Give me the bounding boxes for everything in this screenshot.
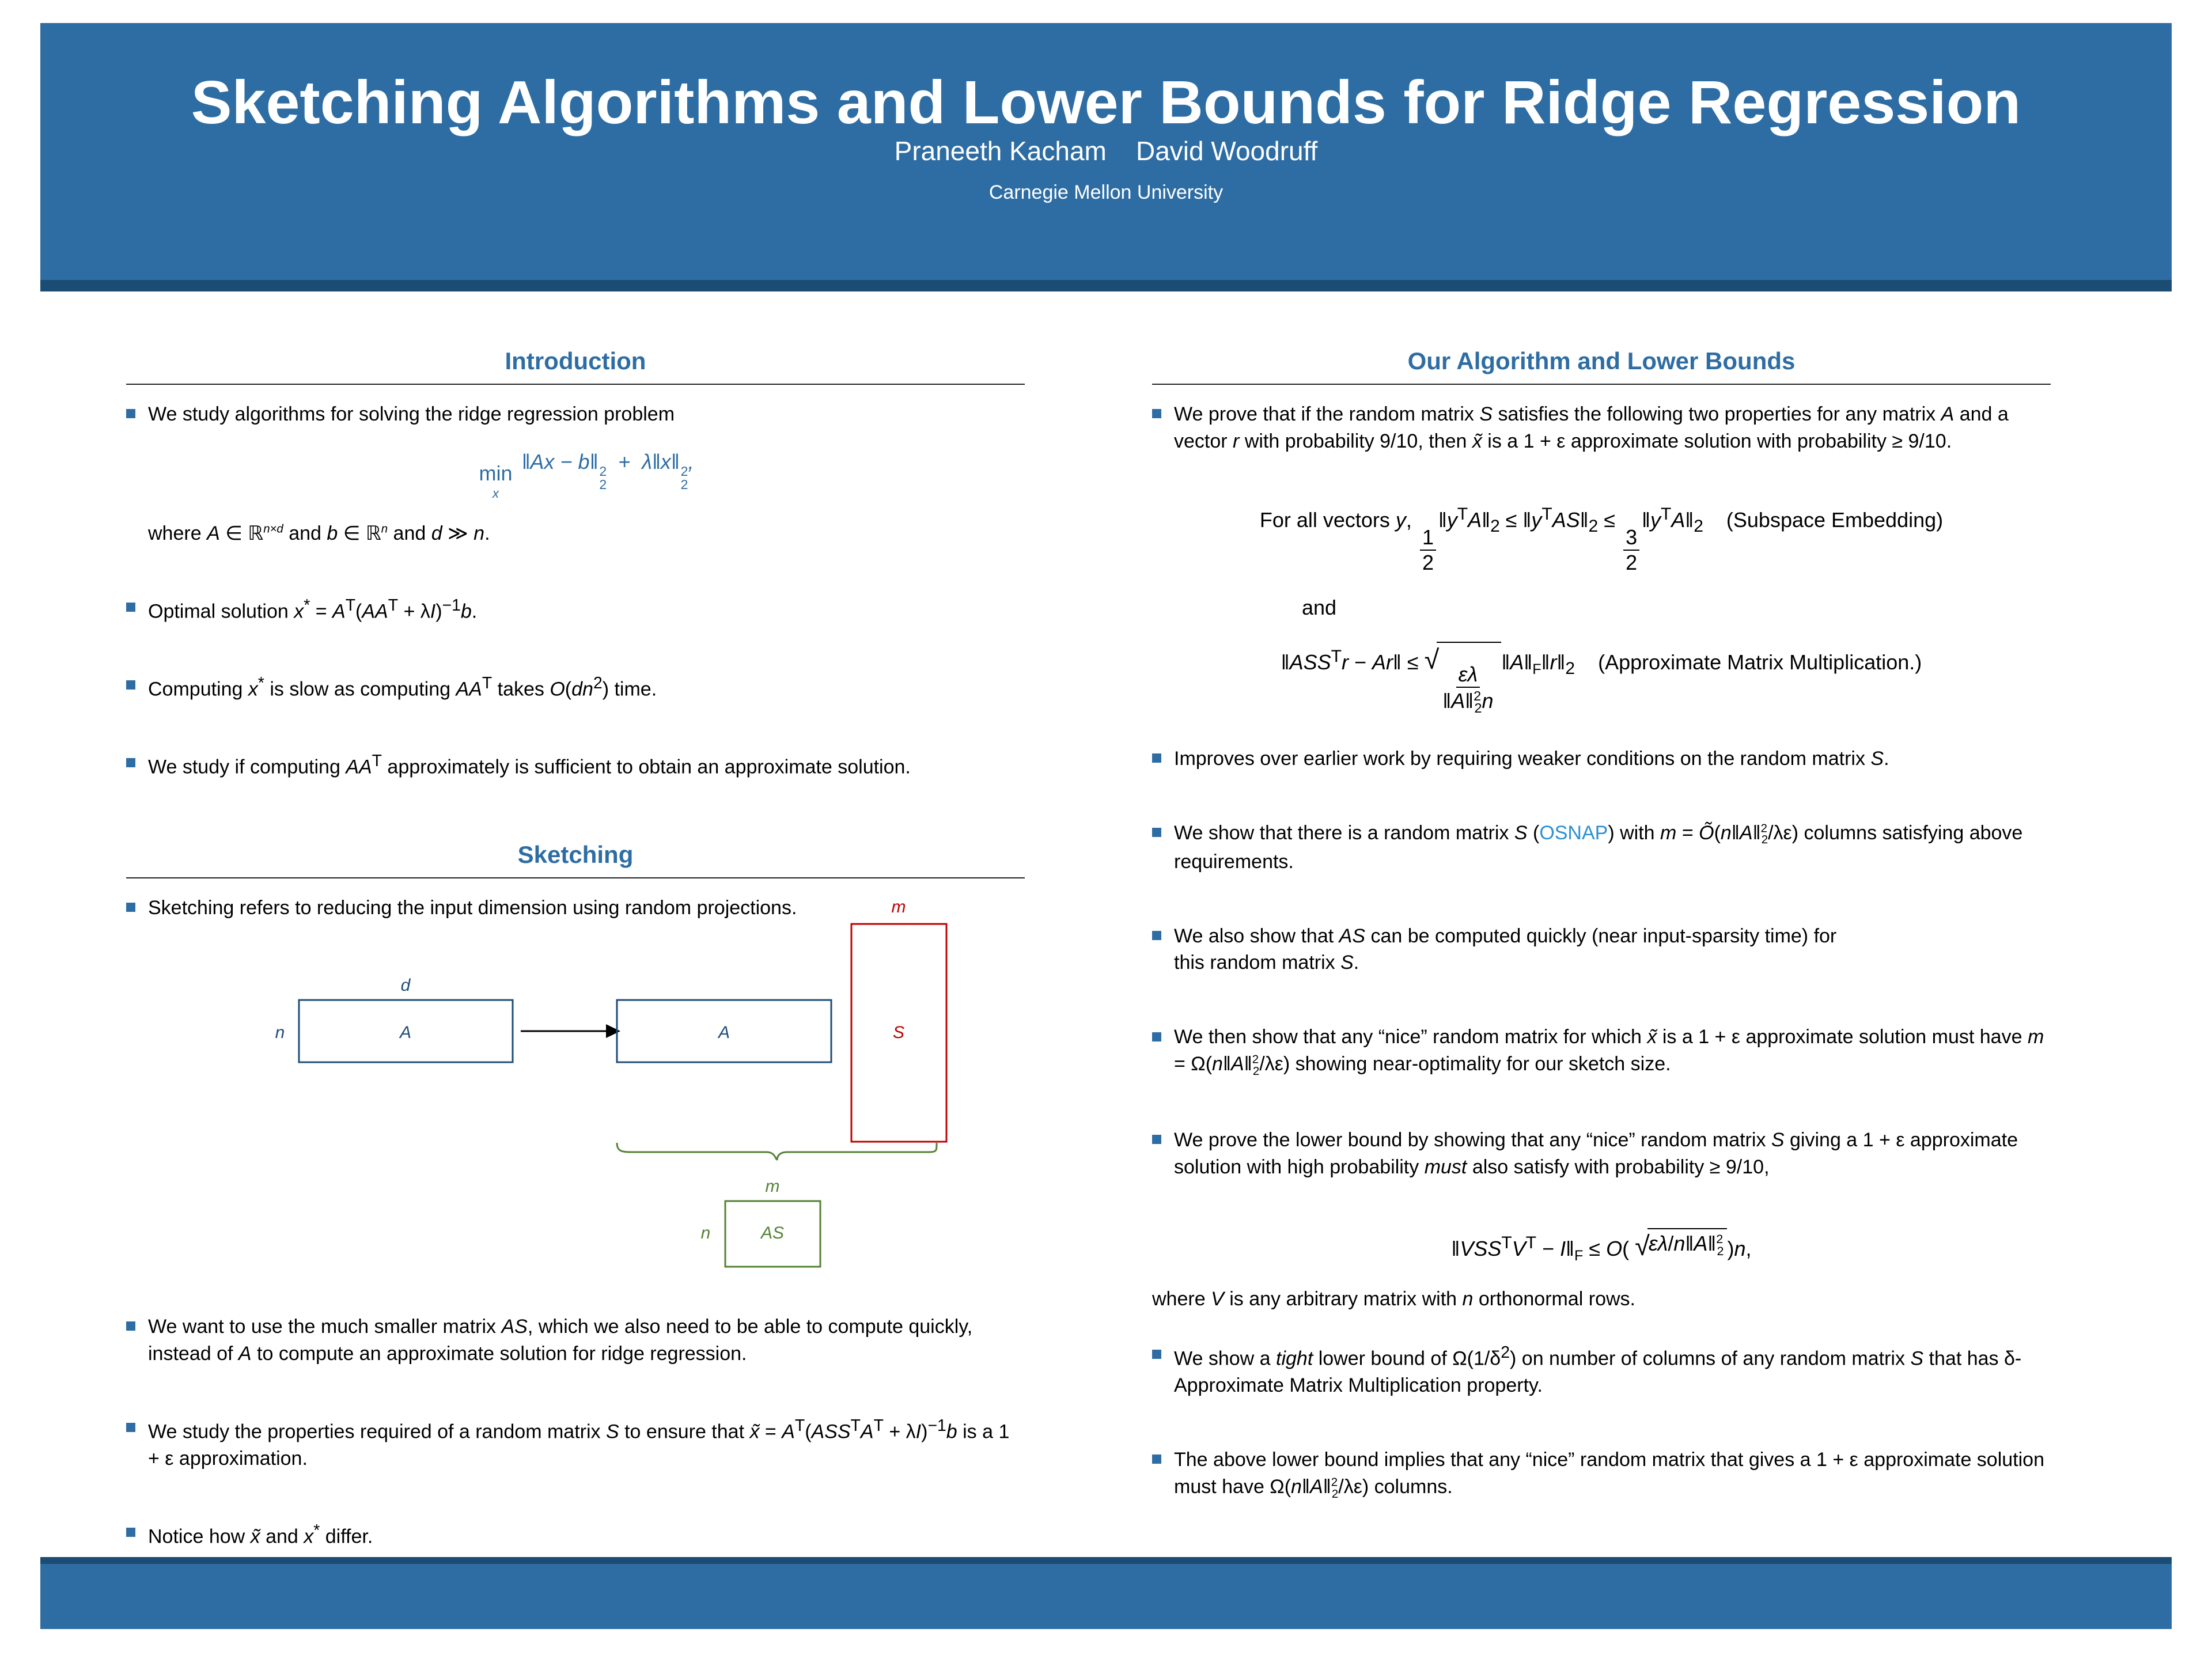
svg-text:d: d (401, 976, 411, 995)
svg-text:A: A (717, 1023, 730, 1042)
svg-text:S: S (893, 1023, 904, 1042)
svg-text:n: n (701, 1224, 711, 1243)
svg-text:A: A (399, 1023, 411, 1042)
svg-text:n: n (275, 1023, 285, 1042)
svg-text:m: m (766, 1177, 780, 1196)
svg-text:m: m (892, 897, 906, 916)
svg-text:AS: AS (760, 1224, 784, 1243)
